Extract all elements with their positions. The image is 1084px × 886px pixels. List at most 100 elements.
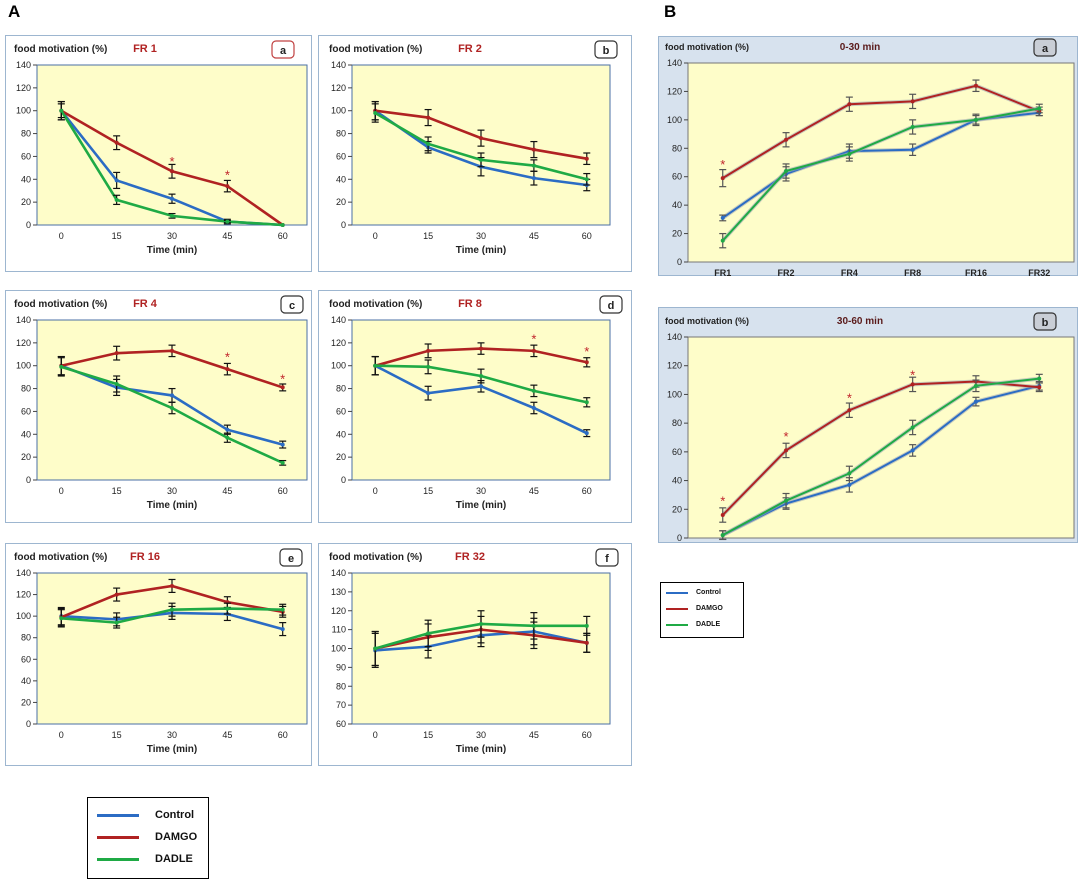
panel-tag-letter: c [289, 300, 295, 312]
y-tick-label-80: 80 [21, 633, 31, 643]
main-legend-line-damgo [97, 835, 139, 839]
y-tick-label-140: 140 [16, 568, 31, 578]
x-tick-label-30: 30 [167, 486, 177, 496]
x-tick-label-60: 60 [582, 730, 592, 740]
point-damgo-4 [280, 385, 285, 390]
point-dadle-2 [847, 471, 852, 476]
plot-area [36, 572, 308, 725]
y-tick-label-80: 80 [336, 129, 346, 139]
point-dadle-3 [225, 435, 230, 440]
series-damgo-line [722, 84, 1040, 179]
point-dadle-4 [280, 607, 285, 612]
significance-star-0: * [169, 154, 174, 169]
chart-A-c: food motivation (%) FR 4 c 0 20 40 60 80 100 120 1… [5, 290, 312, 523]
point-control-2 [847, 482, 852, 487]
panel-tag-letter: a [1042, 43, 1049, 55]
y-axis-label: food motivation (%) [329, 44, 422, 55]
y-tick-label-60: 60 [672, 447, 682, 457]
y-axis-label: food motivation (%) [665, 316, 749, 326]
x-tick-label-0: 0 [373, 486, 378, 496]
point-damgo-1 [426, 115, 431, 120]
significance-star-2: * [847, 390, 852, 405]
x-tick-label-15: 15 [423, 730, 433, 740]
point-dadle-4 [280, 460, 285, 465]
y-tick-label-140: 140 [667, 58, 682, 68]
main-legend-row-control: Control [97, 809, 194, 821]
point-damgo-2 [170, 348, 174, 353]
y-tick-label-60: 60 [336, 406, 346, 416]
point-dadle-3 [225, 606, 230, 611]
x-tick-label-FR16: FR16 [965, 268, 987, 276]
point-dadle-2 [847, 151, 852, 156]
y-tick-label-120: 120 [331, 338, 346, 348]
point-damgo-3 [225, 367, 230, 372]
point-damgo-0 [720, 176, 725, 181]
point-dadle-0 [373, 363, 378, 368]
panel-tag-letter: b [1042, 317, 1049, 329]
point-damgo-1 [114, 140, 119, 145]
x-tick-label-0: 0 [373, 730, 378, 740]
x-tick-label-45: 45 [529, 730, 539, 740]
significance-star-0: * [720, 157, 725, 172]
point-damgo-2 [170, 583, 174, 588]
panel-tag-box [280, 295, 304, 314]
significance-star-1: * [280, 371, 285, 386]
y-tick-label-60: 60 [336, 151, 346, 161]
y-tick-label-60: 60 [21, 406, 31, 416]
small-legend-row-damgo: DAMGO [666, 605, 723, 612]
y-tick-label-120: 120 [667, 361, 682, 371]
y-tick-label-120: 120 [16, 338, 31, 348]
y-tick-label-110: 110 [332, 625, 346, 635]
point-dadle-1 [114, 382, 119, 386]
x-tick-label-60: 60 [278, 231, 288, 241]
point-control-3 [910, 448, 915, 453]
y-tick-label-60: 60 [21, 151, 31, 161]
y-tick-label-90: 90 [336, 662, 346, 672]
significance-star-0: * [225, 350, 230, 365]
x-tick-label-15: 15 [112, 486, 122, 496]
point-dadle-4 [973, 383, 978, 388]
y-tick-label-0: 0 [341, 475, 346, 485]
y-tick-label-0: 0 [26, 475, 31, 485]
point-dadle-3 [531, 388, 536, 393]
y-axis-label: food motivation (%) [665, 42, 749, 52]
point-damgo-4 [584, 360, 589, 365]
point-dadle-5 [1037, 376, 1042, 381]
panel-tag-box [279, 548, 303, 567]
point-control-3 [531, 176, 536, 181]
y-tick-label-70: 70 [336, 700, 346, 710]
x-tick-label-0: 0 [59, 730, 64, 740]
x-tick-label-30: 30 [476, 231, 486, 241]
x-tick-label-60: 60 [278, 486, 288, 496]
chart-A-b: food motivation (%) FR 2 b 0 20 40 60 80 100 120 1… [318, 35, 632, 272]
y-tick-label-20: 20 [21, 197, 31, 207]
point-dadle-0 [59, 108, 64, 113]
point-dadle-4 [584, 400, 589, 405]
panel-tag-letter: e [288, 553, 294, 565]
y-tick-label-0: 0 [26, 220, 31, 230]
main-legend: Control DAMGO DADLE [87, 797, 209, 879]
point-dadle-1 [784, 498, 789, 503]
y-tick-label-60: 60 [672, 172, 682, 182]
chart-title: FR 4 [133, 298, 158, 310]
point-dadle-1 [114, 197, 119, 202]
point-dadle-0 [59, 364, 64, 369]
y-tick-label-120: 120 [16, 590, 31, 600]
y-tick-label-100: 100 [16, 361, 31, 371]
y-axis-label: food motivation (%) [14, 552, 107, 563]
point-control-3 [531, 406, 536, 410]
y-tick-label-130: 130 [331, 587, 346, 597]
y-tick-label-40: 40 [21, 429, 31, 439]
point-control-3 [225, 427, 230, 432]
y-tick-label-140: 140 [331, 315, 346, 325]
point-damgo-1 [114, 592, 119, 597]
x-tick-label-FR1: FR1 [714, 268, 731, 276]
x-tick-label-45: 45 [529, 486, 539, 496]
point-dadle-3 [225, 219, 230, 224]
small-legend-line-damgo [666, 607, 688, 610]
panel-tag-letter: f [605, 553, 609, 565]
point-control-4 [973, 399, 978, 404]
significance-star-3: * [910, 367, 915, 382]
point-dadle-0 [59, 616, 64, 621]
significance-star-1: * [584, 344, 589, 359]
